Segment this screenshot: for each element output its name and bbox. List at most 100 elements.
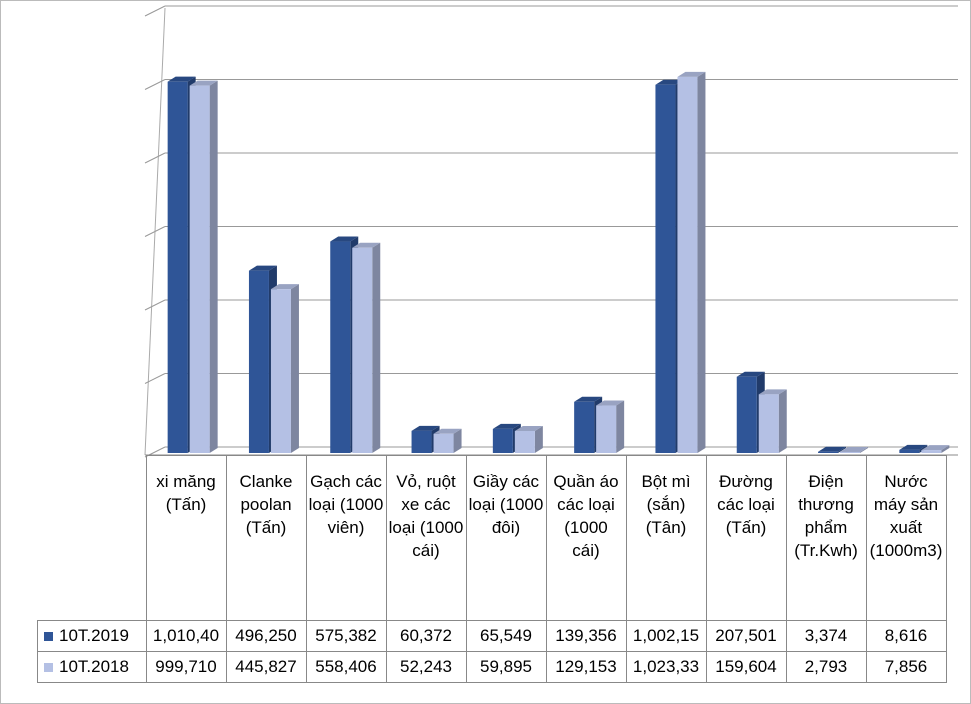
bar-top (655, 79, 684, 85)
value-label: 1,010,40 (145, 620, 227, 652)
bar (655, 84, 676, 454)
bar-top (492, 423, 521, 429)
bar-side (860, 446, 869, 453)
value-label: 445,827 (225, 651, 307, 683)
bar-top (758, 389, 787, 395)
legend-swatch (44, 632, 53, 641)
value-label: 7,856 (865, 651, 947, 683)
bar-top (736, 371, 765, 377)
category-label: Đường các loại (Tấn) (705, 455, 787, 621)
bar (921, 450, 942, 453)
bar (189, 85, 210, 454)
category-label: xi măng (Tấn) (145, 455, 227, 621)
bar-side (838, 446, 847, 453)
bar-side (534, 425, 543, 453)
bar-top (840, 446, 869, 452)
value-label: 1,002,15 (625, 620, 707, 652)
bar-top (330, 236, 359, 242)
bar-top (899, 444, 928, 450)
value-label: 65,549 (465, 620, 547, 652)
bar-top (189, 80, 218, 86)
grid-stub (144, 5, 166, 17)
bar (352, 247, 373, 453)
legend-cell: 10T.2018 (37, 651, 147, 683)
value-label: 59,895 (465, 651, 547, 683)
bar (433, 433, 454, 453)
bar-side (290, 284, 299, 453)
bar-top (411, 425, 440, 431)
bar (840, 451, 861, 453)
category-label: Gạch các loại (1000 viên) (305, 455, 387, 621)
bar-side (778, 389, 787, 453)
bar-side (372, 242, 381, 453)
bar (818, 451, 839, 453)
value-label: 8,616 (865, 620, 947, 652)
bar-side (209, 80, 218, 454)
bar-side (453, 428, 462, 453)
bar (677, 76, 698, 454)
value-label: 139,356 (545, 620, 627, 652)
bar-top (514, 425, 543, 431)
value-label: 60,372 (385, 620, 467, 652)
value-label: 52,243 (385, 651, 467, 683)
bar-side (941, 445, 950, 453)
bar (167, 81, 188, 453)
bar (758, 394, 779, 453)
grid-stub (144, 299, 166, 311)
bar-side (697, 71, 706, 454)
bar-top (248, 265, 277, 271)
bar (248, 270, 269, 453)
bar-side (616, 400, 625, 453)
bar (411, 430, 432, 453)
category-label: Nước máy sản xuất (1000m3) (865, 455, 947, 621)
bar-top (270, 284, 299, 290)
value-label: 575,382 (305, 620, 387, 652)
bar-top (352, 242, 381, 248)
bar (899, 449, 920, 453)
bar-top (574, 396, 603, 402)
legend-cell: 10T.2019 (37, 620, 147, 652)
grid-stub (144, 226, 166, 237)
value-label: 129,153 (545, 651, 627, 683)
value-label: 496,250 (225, 620, 307, 652)
bar-top (818, 446, 847, 452)
bar (270, 289, 291, 453)
legend-label: 10T.2018 (59, 657, 129, 676)
bar (492, 428, 513, 453)
table-header-row: xi măng (Tấn) Clanke poolan (Tấn) Gạch các… (37, 455, 947, 621)
bar-top (677, 71, 706, 77)
value-label: 1,023,33 (625, 651, 707, 683)
bar-top (921, 445, 950, 451)
bar (736, 376, 757, 453)
category-label: Vỏ, ruột xe các loại (1000 cái) (385, 455, 467, 621)
grid-stub (144, 373, 166, 384)
bar-top (433, 428, 462, 434)
table-row: 10T.2018 999,710 445,827 558,406 52,243 59,89… (37, 651, 947, 683)
bar (514, 430, 535, 453)
category-label: Quần áo các loại (1000 cái) (545, 455, 627, 621)
corner-cell (37, 455, 147, 621)
value-label: 207,501 (705, 620, 787, 652)
grid-stub (144, 79, 166, 90)
bar-top (167, 76, 196, 82)
value-label: 999,710 (145, 651, 227, 683)
table-row: 10T.2019 1,010,40 496,250 575,382 60,372 65,5… (37, 620, 947, 652)
legend-swatch (44, 663, 53, 672)
value-label: 2,793 (785, 651, 867, 683)
category-label: Điện thương phẩm (Tr.Kwh) (785, 455, 867, 621)
value-label: 558,406 (305, 651, 387, 683)
category-label: Giầy các loại (1000 đôi) (465, 455, 547, 621)
value-label: 3,374 (785, 620, 867, 652)
bar-top (596, 400, 625, 406)
legend-label: 10T.2019 (59, 626, 129, 645)
grid-stub (144, 152, 166, 164)
data-table: xi măng (Tấn) Clanke poolan (Tấn) Gạch các… (37, 455, 947, 683)
bar (330, 241, 351, 453)
bar (596, 405, 617, 453)
category-label: Clanke poolan (Tấn) (225, 455, 307, 621)
value-label: 159,604 (705, 651, 787, 683)
bar (574, 401, 595, 453)
category-label: Bột mì (sắn) (Tân) (625, 455, 707, 621)
